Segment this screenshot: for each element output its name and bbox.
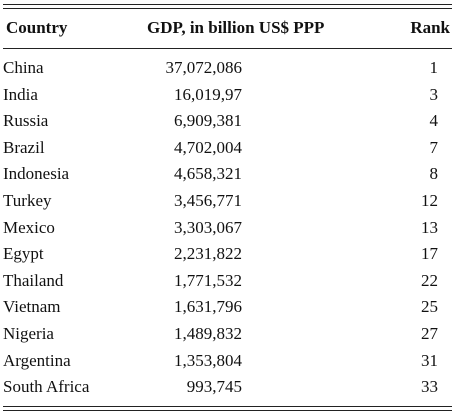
table-row: Indonesia 4,658,321 8 — [0, 161, 455, 188]
cell-country: Nigeria — [3, 323, 54, 343]
cell-gdp: 37,072,086 — [165, 58, 243, 77]
top-rule-2 — [3, 8, 452, 9]
cell-rank: 4 — [429, 111, 439, 131]
cell-gdp: 6,909,381 — [174, 111, 242, 131]
cell-gdp: 2,231,822 — [174, 244, 242, 264]
cell-rank: 3 — [429, 84, 439, 104]
cell-gdp: 4,702,004 — [174, 137, 242, 157]
bottom-rule-2 — [3, 410, 452, 411]
cell-country: South Africa — [3, 377, 90, 397]
cell-rank: 22 — [421, 270, 438, 290]
cell-country: China — [3, 58, 44, 77]
cell-country: Mexico — [3, 217, 55, 237]
table-header: Country GDP, in billion US$ PPP Rank — [0, 12, 455, 44]
table-body: China 37,072,086 1 India 16,019,97 3 Russia 6,9… — [0, 55, 455, 401]
table-row: Argentina 1,353,804 31 — [0, 348, 455, 375]
cell-rank: 17 — [421, 244, 438, 264]
header-gdp: GDP, in billion US$ PPP — [147, 18, 325, 37]
cell-gdp: 3,303,067 — [174, 217, 242, 237]
cell-country: Indonesia — [3, 164, 70, 184]
cell-gdp: 1,353,804 — [174, 350, 242, 370]
cell-gdp: 3,456,771 — [174, 190, 242, 210]
table-row: Russia 6,909,381 4 — [0, 108, 455, 135]
cell-gdp: 1,489,832 — [174, 323, 242, 343]
cell-rank: 25 — [421, 297, 438, 317]
cell-country: Brazil — [3, 137, 45, 157]
cell-rank: 13 — [421, 217, 438, 237]
top-rule-1 — [3, 4, 452, 5]
cell-country: Thailand — [3, 270, 64, 290]
table-row: Vietnam 1,631,796 25 — [0, 294, 455, 321]
cell-gdp: 1,771,532 — [174, 270, 242, 290]
cell-rank: 31 — [421, 350, 438, 370]
table-row: Brazil 4,702,004 7 — [0, 135, 455, 162]
cell-country: Egypt — [3, 244, 44, 264]
cell-gdp: 4,658,321 — [174, 164, 242, 184]
bottom-rule-1 — [3, 406, 452, 407]
table-row: Turkey 3,456,771 12 — [0, 188, 455, 215]
cell-country: Argentina — [3, 350, 71, 370]
cell-rank: 12 — [421, 190, 438, 210]
table-row: Egypt 2,231,822 17 — [0, 241, 455, 268]
cell-gdp: 993,745 — [186, 377, 242, 397]
table-row: Nigeria 1,489,832 27 — [0, 321, 455, 348]
cell-country: India — [3, 84, 38, 104]
cell-country: Russia — [3, 111, 49, 131]
table-row: India 16,019,97 3 — [0, 82, 455, 109]
table-row: China 37,072,086 1 — [0, 55, 455, 82]
header-rule — [3, 48, 452, 49]
cell-rank: 8 — [429, 164, 439, 184]
table-row: Mexico 3,303,067 13 — [0, 215, 455, 242]
cell-rank: 27 — [421, 323, 438, 343]
cell-rank: 1 — [429, 58, 439, 77]
table-row: Thailand 1,771,532 22 — [0, 268, 455, 295]
cell-gdp: 16,019,97 — [174, 84, 242, 104]
table-row: South Africa 993,745 33 — [0, 374, 455, 401]
cell-rank: 7 — [429, 137, 439, 157]
header-country: Country — [6, 18, 68, 37]
cell-gdp: 1,631,796 — [174, 297, 242, 317]
cell-rank: 33 — [421, 377, 438, 397]
cell-country: Turkey — [3, 190, 52, 210]
header-rank: Rank — [410, 18, 450, 37]
cell-country: Vietnam — [3, 297, 61, 317]
